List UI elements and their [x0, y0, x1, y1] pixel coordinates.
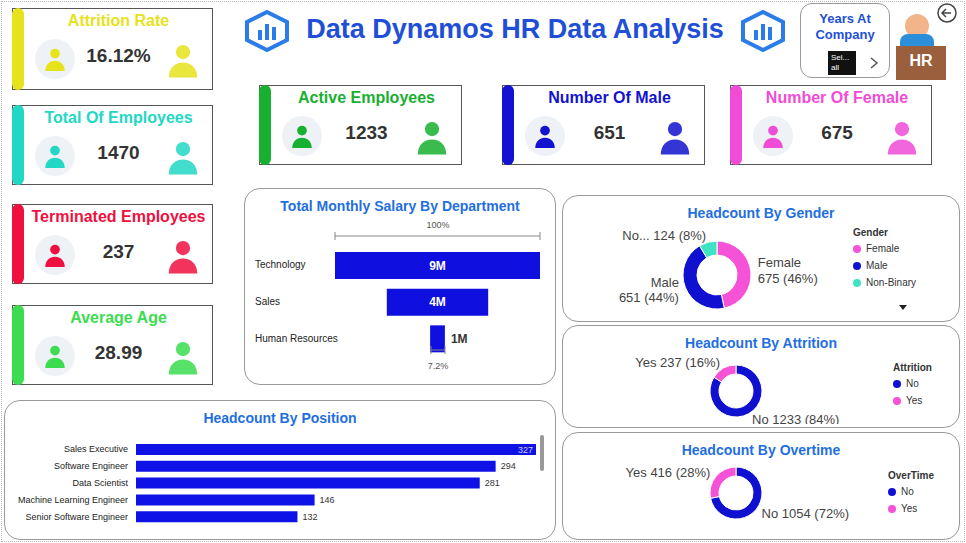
html-text:237: 237	[102, 241, 135, 262]
html-text:Yes: Yes	[906, 395, 923, 406]
svg-text:1M: 1M	[451, 332, 468, 346]
svg-text:Machine Learning Engineer: Machine Learning Engineer	[18, 495, 128, 505]
html-text:Gender: Gender	[853, 227, 888, 238]
svg-text:No... 124 (8%): No... 124 (8%)	[622, 228, 706, 243]
html-text:Headcount By Attrition: Headcount By Attrition	[685, 335, 837, 351]
html-text:Female: Female	[866, 243, 900, 254]
html-text:28.99: 28.99	[94, 342, 143, 363]
svg-text:Senior Software Engineer: Senior Software Engineer	[25, 512, 128, 522]
svg-text:9M: 9M	[429, 259, 446, 273]
svg-text:Technology: Technology	[255, 259, 306, 270]
html-text:HR: HR	[909, 52, 933, 69]
html-text:Number Of Female: Number Of Female	[765, 89, 909, 106]
html-text:Number Of Male: Number Of Male	[548, 89, 671, 106]
html-text:Non-Binary: Non-Binary	[866, 277, 916, 288]
html-text:651: 651	[593, 122, 626, 143]
svg-text:294: 294	[501, 461, 516, 471]
html-text:Data Dynamos HR Data Analysis: Data Dynamos HR Data Analysis	[306, 14, 724, 44]
html-text:Attrition: Attrition	[893, 362, 932, 373]
html-text:16.12%: 16.12%	[86, 45, 151, 66]
svg-text:Sales Executive: Sales Executive	[64, 444, 128, 454]
html-text:No: No	[901, 486, 914, 497]
html-text:Total Of Employees: Total Of Employees	[44, 109, 193, 126]
svg-text:Yes 416 (28%): Yes 416 (28%)	[626, 465, 711, 480]
html-text:1233: 1233	[345, 122, 388, 143]
html-text:7.2%: 7.2%	[427, 361, 449, 371]
svg-text:Data Scientist: Data Scientist	[72, 478, 128, 488]
html-text:675: 675	[821, 122, 853, 143]
svg-text:Female675 (46%): Female675 (46%)	[758, 255, 818, 286]
svg-text:146: 146	[320, 495, 335, 505]
html-text:Sel... all: Sel... all	[831, 53, 850, 72]
html-text:Headcount By Overtime: Headcount By Overtime	[681, 442, 841, 458]
html-text:Headcount By Gender: Headcount By Gender	[687, 205, 835, 221]
svg-text:Yes 237 (16%): Yes 237 (16%)	[635, 355, 720, 370]
svg-text:No 1054 (72%): No 1054 (72%)	[762, 506, 849, 521]
html-text:100%: 100%	[426, 220, 450, 230]
svg-text:4M: 4M	[429, 295, 446, 309]
svg-text:No 1233 (84%): No 1233 (84%)	[752, 412, 839, 424]
svg-text:132: 132	[302, 512, 317, 522]
html-text:Male: Male	[866, 260, 888, 271]
svg-text:Sales: Sales	[255, 296, 280, 307]
html-text:No: No	[906, 378, 919, 389]
svg-text:281: 281	[485, 478, 500, 488]
html-text:Average Age: Average Age	[70, 309, 167, 326]
html-text:Terminated Employees: Terminated Employees	[31, 208, 206, 225]
html-text:OverTime: OverTime	[888, 470, 934, 481]
svg-text:Software Engineer: Software Engineer	[54, 461, 128, 471]
svg-text:Human Resources: Human Resources	[255, 333, 338, 344]
html-text:Attrition Rate: Attrition Rate	[67, 12, 170, 29]
svg-text:327: 327	[518, 445, 533, 455]
html-text:Years At Company: Years At Company	[815, 11, 875, 42]
html-text:Active Employees: Active Employees	[298, 89, 435, 106]
html-text:Yes: Yes	[901, 503, 918, 514]
svg-text:Male651 (44%): Male651 (44%)	[619, 275, 679, 306]
html-text:Total Monthly Salary By Depart: Total Monthly Salary By Department	[280, 198, 520, 214]
html-text:Headcount By Position: Headcount By Position	[203, 410, 357, 426]
html-text:1470: 1470	[97, 142, 140, 163]
